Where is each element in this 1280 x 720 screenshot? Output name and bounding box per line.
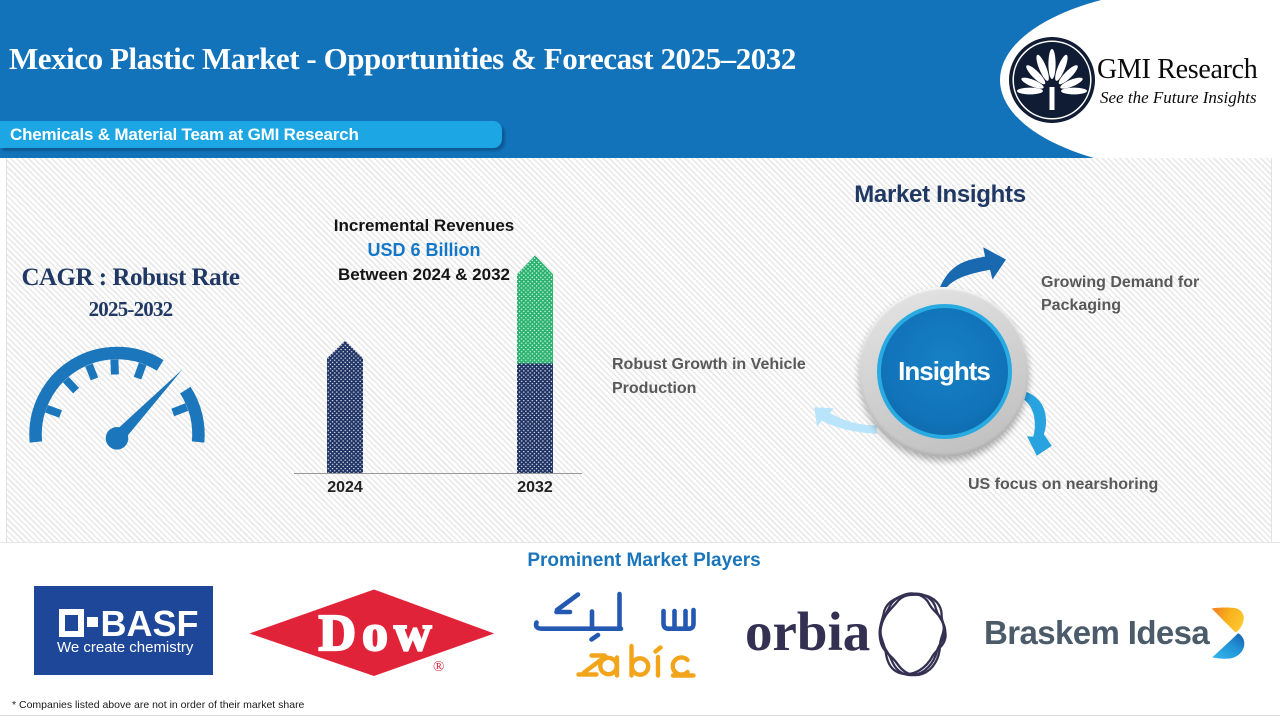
svg-text:®: ® [433, 659, 444, 675]
svg-text:Dow: Dow [318, 605, 437, 662]
